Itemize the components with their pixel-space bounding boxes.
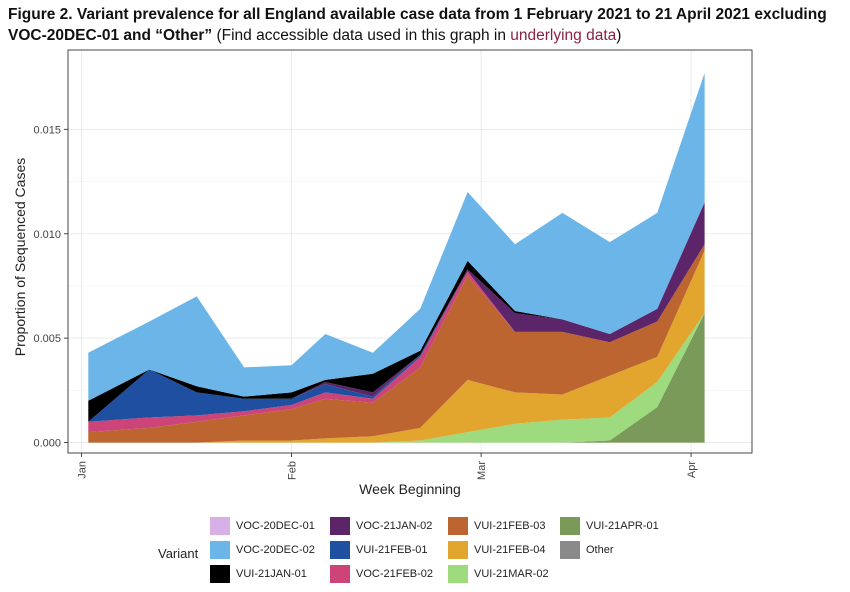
legend-swatch: [210, 541, 230, 559]
x-axis-label: Week Beginning: [359, 481, 461, 497]
legend-swatch: [448, 517, 468, 535]
legend-item: VOC-21FEB-02: [330, 564, 433, 584]
legend-label: Other: [586, 544, 614, 556]
legend-item: VUI-21MAR-02: [448, 564, 549, 584]
legend-swatch: [560, 541, 580, 559]
area-chart: 0.000 0.005 0.010 0.015 Jan Feb Mar Apr Week Be…: [12, 49, 753, 497]
legend-item: VOC-20DEC-02: [210, 540, 315, 560]
x-tick-label: Apr: [686, 461, 698, 478]
y-tick-label: 0.000: [33, 438, 61, 450]
legend-item: VUI-21APR-01: [560, 516, 659, 536]
y-tick-label: 0.005: [33, 333, 61, 345]
underlying-data-link[interactable]: underlying data: [510, 27, 617, 44]
x-tick-label: Feb: [286, 461, 298, 480]
legend-item: VOC-21JAN-02: [330, 516, 432, 536]
axes: 0.000 0.005 0.010 0.015 Jan Feb Mar Apr: [33, 124, 698, 480]
area-voc-20dec-02: [88, 73, 705, 401]
legend-label: VUI-21FEB-03: [474, 520, 546, 532]
y-tick-label: 0.015: [33, 124, 61, 136]
legend-label: VOC-20DEC-01: [236, 520, 315, 532]
legend-label: VOC-21FEB-02: [356, 568, 434, 580]
legend-swatch: [448, 541, 468, 559]
legend-swatch: [560, 517, 580, 535]
legend-swatch: [210, 517, 230, 535]
legend-item: VUI-21JAN-01: [210, 564, 307, 584]
figure-title: Figure 2. Variant prevalence for all Eng…: [8, 4, 844, 46]
legend-label: VUI-21FEB-04: [474, 544, 546, 556]
area-vui-21apr-01: [88, 313, 705, 443]
area-vui-21feb-04: [88, 250, 705, 443]
legend-label: VUI-21APR-01: [586, 520, 659, 532]
legend-label: VOC-21JAN-02: [356, 520, 433, 532]
legend-item: VUI-21FEB-04: [448, 540, 546, 560]
plot-border: [67, 49, 753, 454]
legend-label: VUI-21JAN-01: [236, 568, 307, 580]
legend-swatch: [448, 565, 468, 583]
plot-frame: [67, 49, 753, 454]
y-tick-label: 0.010: [33, 229, 61, 241]
x-tick-label: Mar: [476, 461, 488, 480]
stacked-areas: [88, 73, 705, 443]
legend-swatch: [330, 565, 350, 583]
x-tick-label: Jan: [77, 461, 89, 479]
legend-item: VUI-21FEB-03: [448, 516, 546, 536]
legend-label: VOC-20DEC-02: [236, 544, 315, 556]
legend-label: VUI-21MAR-02: [474, 568, 549, 580]
legend-item: Other: [560, 540, 614, 560]
legend-item: VOC-20DEC-01: [210, 516, 315, 536]
legend-title: Variant: [158, 546, 199, 561]
legend-swatch: [330, 541, 350, 559]
figure-title-paren-open: (Find accessible data used in this graph…: [212, 27, 511, 44]
legend: Variant VOC-20DEC-01 VOC-20DEC-02 VUI-21JA…: [150, 516, 710, 588]
legend-swatch: [210, 565, 230, 583]
area-vui-21feb-03: [88, 244, 705, 443]
area-vui-21feb-01: [88, 244, 705, 422]
y-axis-label: Proportion of Sequenced Cases: [12, 158, 28, 356]
figure-title-paren-close: ): [616, 27, 622, 44]
legend-item: VUI-21FEB-01: [330, 540, 428, 560]
legend-swatch: [330, 517, 350, 535]
legend-label: VUI-21FEB-01: [356, 544, 428, 556]
figure-title-bold: Figure 2. Variant prevalence for all Eng…: [8, 6, 827, 44]
